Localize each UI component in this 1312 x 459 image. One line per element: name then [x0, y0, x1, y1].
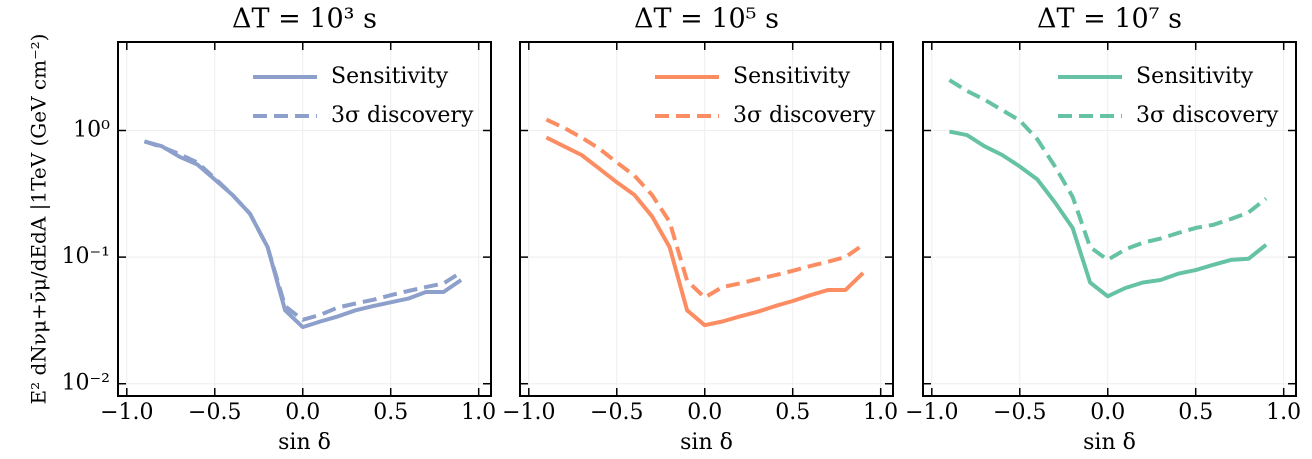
data-line — [143, 139, 463, 330]
plot-frame — [117, 41, 492, 397]
y-tick-label: 10⁰ — [73, 118, 110, 143]
y-tick-label: 10⁻² — [62, 371, 110, 396]
x-tick-label: 0.5 — [1178, 400, 1213, 425]
x-axis-label: sin δ — [680, 430, 733, 455]
x-tick-label: −1.0 — [905, 400, 958, 425]
x-tick-label: 0.5 — [373, 400, 408, 425]
data-line — [545, 135, 865, 328]
panel-title: ΔT = 10⁵ s — [634, 4, 779, 35]
legend-label: 3σ discovery — [1136, 103, 1279, 128]
x-tick-label: 0.0 — [1090, 400, 1125, 425]
x-tick-label: 1.0 — [1266, 400, 1301, 425]
x-tick-label: −0.5 — [590, 400, 643, 425]
legend-label: Sensitivity — [733, 64, 851, 89]
y-axis-label: E² dNνμ+ν̄μ/dEdA |1TeV (GeV cm⁻²) — [27, 34, 52, 405]
data-line — [948, 78, 1268, 262]
y-tick-label: 10⁻¹ — [62, 244, 110, 269]
x-tick-label: −1.0 — [502, 400, 555, 425]
plot-frame — [519, 41, 894, 397]
plot-frame — [922, 41, 1297, 397]
legend-label: Sensitivity — [1136, 64, 1254, 89]
x-tick-label: 0.5 — [775, 400, 810, 425]
x-tick-label: 1.0 — [863, 400, 898, 425]
x-tick-label: −1.0 — [100, 400, 153, 425]
legend-label: 3σ discovery — [331, 103, 474, 128]
data-line — [143, 139, 463, 322]
x-tick-label: 0.0 — [687, 400, 722, 425]
x-tick-label: 1.0 — [461, 400, 496, 425]
data-line — [545, 117, 865, 300]
x-tick-label: −0.5 — [188, 400, 241, 425]
panel-title: ΔT = 10³ s — [232, 4, 377, 35]
legend-label: 3σ discovery — [733, 103, 876, 128]
panel-title: ΔT = 10⁷ s — [1037, 4, 1182, 35]
x-tick-label: 0.0 — [285, 400, 320, 425]
x-axis-label: sin δ — [1083, 430, 1136, 455]
x-tick-label: −0.5 — [993, 400, 1046, 425]
legend-label: Sensitivity — [331, 64, 449, 89]
data-line — [949, 129, 1268, 299]
x-axis-label: sin δ — [278, 430, 331, 455]
